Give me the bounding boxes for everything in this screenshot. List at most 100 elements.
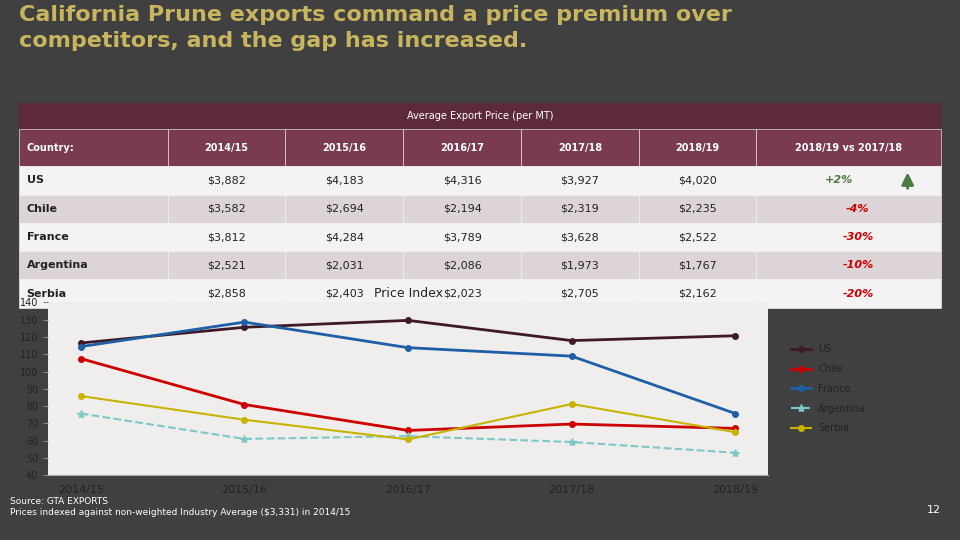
Legend: US, Chile, France, Argentina, Serbia: US, Chile, France, Argentina, Serbia	[787, 340, 870, 437]
Text: 2014/15: 2014/15	[204, 143, 249, 153]
Text: $2,705: $2,705	[561, 289, 599, 299]
Bar	[638, 280, 756, 308]
Text: -10%: -10%	[842, 260, 874, 271]
Chile	[239, 401, 251, 408]
Bar	[638, 251, 756, 280]
Text: $2,694: $2,694	[324, 204, 364, 214]
Line: Chile: Chile	[78, 356, 738, 433]
Bar	[403, 166, 521, 194]
Argentina	[239, 436, 251, 442]
Bar	[19, 194, 168, 223]
Text: 2018/19 vs 2017/18: 2018/19 vs 2017/18	[795, 143, 902, 153]
Bar	[403, 194, 521, 223]
Text: Chile: Chile	[27, 204, 58, 214]
Text: $4,183: $4,183	[324, 176, 364, 185]
Text: Average Export Price (per MT): Average Export Price (per MT)	[407, 111, 553, 121]
Bar	[638, 194, 756, 223]
Text: $3,927: $3,927	[561, 176, 599, 185]
Bar	[168, 166, 285, 194]
Text: Serbia: Serbia	[27, 289, 66, 299]
Text: $2,086: $2,086	[443, 260, 482, 271]
Chile	[565, 421, 577, 427]
Text: $2,403: $2,403	[324, 289, 364, 299]
Text: California Prune exports command a price premium over
competitors, and the gap h: California Prune exports command a price…	[19, 5, 732, 51]
Bar	[285, 251, 403, 280]
Text: France: France	[27, 232, 68, 242]
Serbia	[75, 393, 86, 399]
Chile	[730, 425, 741, 431]
Text: $2,858: $2,858	[207, 289, 246, 299]
Bar	[756, 223, 941, 251]
Chile	[75, 355, 86, 362]
Text: Argentina: Argentina	[27, 260, 88, 271]
Text: -4%: -4%	[846, 204, 870, 214]
Argentina	[730, 449, 741, 456]
Bar	[403, 223, 521, 251]
Bar	[19, 251, 168, 280]
Argentina	[75, 410, 86, 417]
Bar	[285, 129, 403, 166]
US	[75, 340, 86, 346]
Text: $1,973: $1,973	[561, 260, 599, 271]
France	[75, 343, 86, 350]
Bar	[521, 280, 638, 308]
Bar	[521, 223, 638, 251]
Bar	[521, 166, 638, 194]
Bar	[756, 280, 941, 308]
Line: Argentina: Argentina	[77, 409, 739, 457]
Line: France: France	[78, 319, 738, 416]
Bar	[638, 166, 756, 194]
Bar	[521, 129, 638, 166]
Text: 2016/17: 2016/17	[440, 143, 484, 153]
Serbia	[239, 416, 251, 423]
Text: $4,316: $4,316	[443, 176, 481, 185]
Text: 2015/16: 2015/16	[323, 143, 367, 153]
Bar	[168, 280, 285, 308]
Text: $3,812: $3,812	[207, 232, 246, 242]
Bar	[168, 251, 285, 280]
France	[402, 345, 414, 351]
Bar	[638, 223, 756, 251]
Bar	[403, 280, 521, 308]
Text: +2%: +2%	[826, 176, 853, 185]
Line: US: US	[78, 318, 738, 346]
Text: $2,162: $2,162	[678, 289, 717, 299]
Bar	[521, 251, 638, 280]
Text: -20%: -20%	[842, 289, 874, 299]
Bar	[756, 129, 941, 166]
Bar	[403, 251, 521, 280]
Bar	[168, 223, 285, 251]
France	[730, 410, 741, 417]
Bar	[638, 129, 756, 166]
Bar	[285, 166, 403, 194]
Text: -30%: -30%	[842, 232, 874, 242]
Bar	[19, 280, 168, 308]
Bar	[285, 280, 403, 308]
France	[239, 319, 251, 325]
Line: Serbia: Serbia	[78, 393, 738, 442]
Text: $4,020: $4,020	[678, 176, 717, 185]
Bar	[168, 194, 285, 223]
Bar	[521, 194, 638, 223]
Bar	[19, 103, 941, 129]
Serbia	[730, 429, 741, 435]
Text: $2,031: $2,031	[325, 260, 364, 271]
Argentina	[565, 439, 577, 446]
Text: $3,882: $3,882	[207, 176, 246, 185]
US	[565, 338, 577, 344]
Bar	[285, 223, 403, 251]
Text: $2,521: $2,521	[207, 260, 246, 271]
Serbia	[402, 436, 414, 443]
Serbia	[565, 401, 577, 407]
Text: $2,522: $2,522	[678, 232, 717, 242]
Text: $4,284: $4,284	[324, 232, 364, 242]
Bar	[168, 129, 285, 166]
Bar	[19, 129, 168, 166]
Text: $2,194: $2,194	[443, 204, 482, 214]
Bar	[756, 251, 941, 280]
Text: Source: GTA EXPORTS
Prices indexed against non-weighted Industry Average ($3,331: Source: GTA EXPORTS Prices indexed again…	[10, 497, 350, 517]
Argentina	[402, 433, 414, 440]
Chile	[402, 427, 414, 434]
Text: $3,628: $3,628	[561, 232, 599, 242]
Text: $2,235: $2,235	[678, 204, 717, 214]
